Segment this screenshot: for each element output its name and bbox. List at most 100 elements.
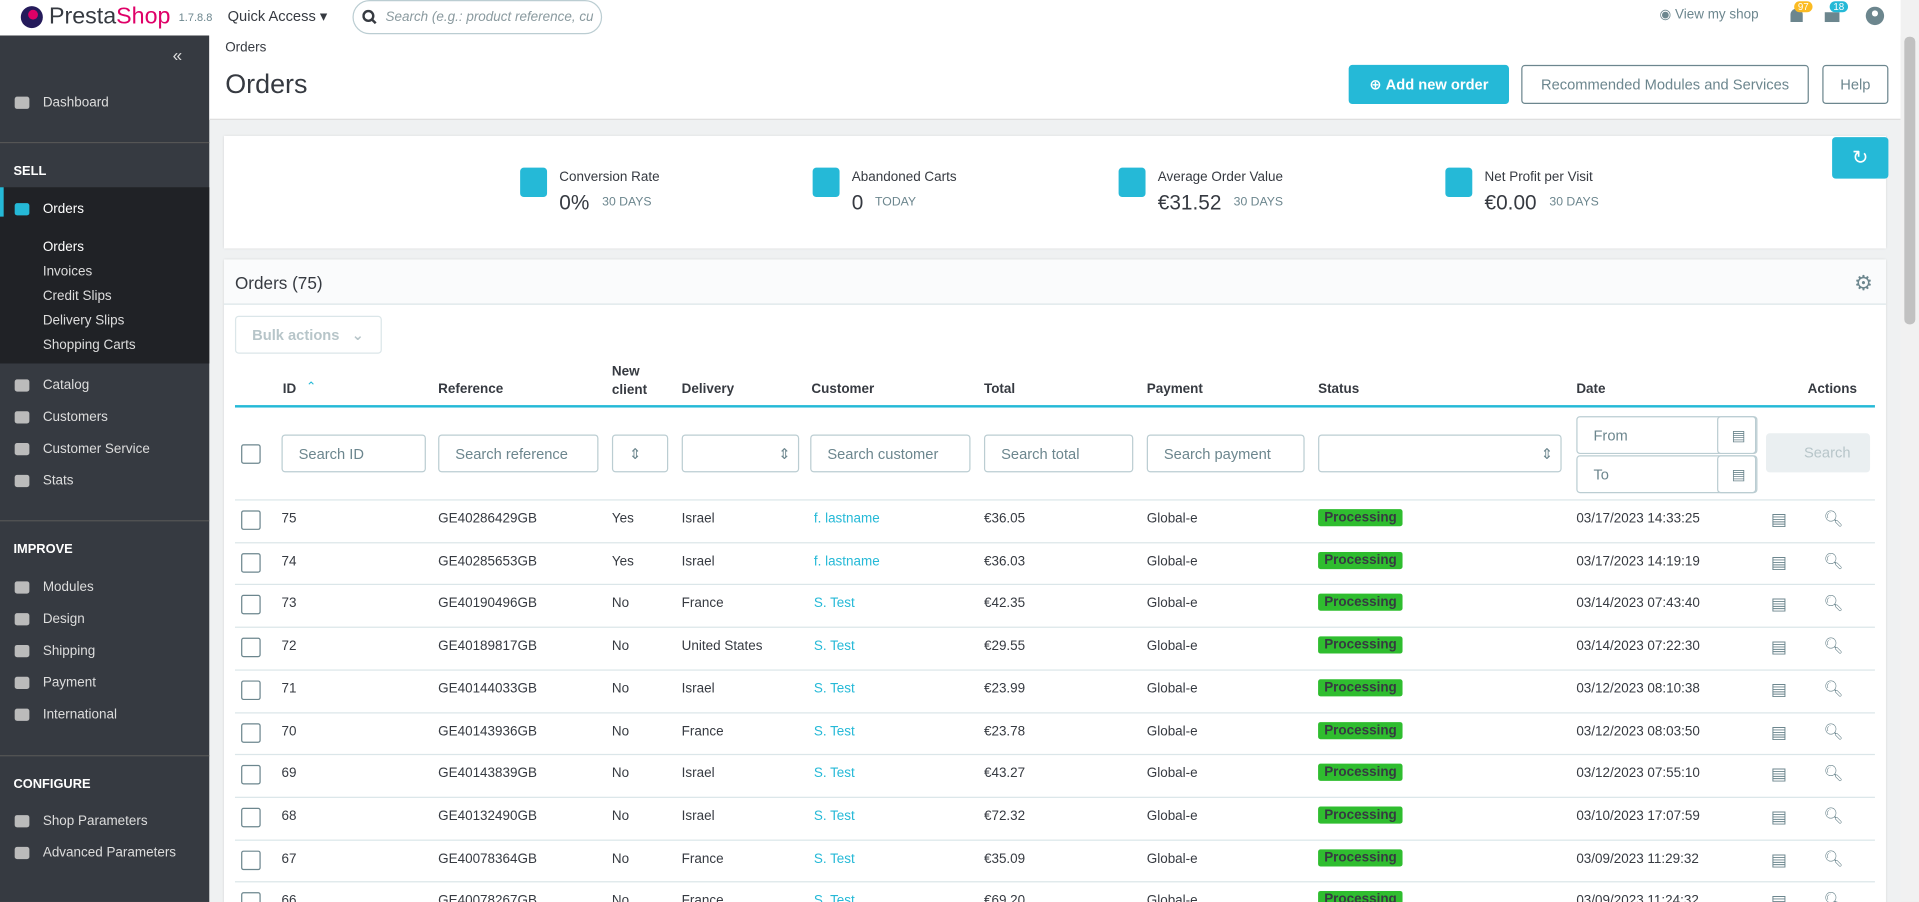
customer-link[interactable]: S. Test (813, 596, 855, 612)
zoom-action[interactable]: 🔍︎ (1823, 636, 1844, 655)
filter-input[interactable]: Search (1766, 433, 1871, 473)
menu-item[interactable]: Modules (42, 580, 94, 595)
zoom-action[interactable]: 🔍︎ (1823, 509, 1844, 528)
customer-link[interactable]: S. Test (813, 893, 855, 902)
customer-link[interactable]: S. Test (813, 638, 855, 654)
user-icon[interactable] (1865, 6, 1885, 26)
select-all[interactable] (241, 444, 261, 464)
header-underline (234, 405, 1875, 408)
menu-item[interactable]: Shipping (42, 643, 96, 659)
filter-select[interactable]: ⇕ (611, 434, 669, 473)
kpi-card: ↻ Conversion Rate 0% Abandoned Carts 0 Avera… (223, 135, 1889, 249)
cell: Israel (681, 808, 715, 824)
menu-item[interactable]: Advanced Parameters (42, 845, 177, 861)
row-checkbox[interactable] (241, 637, 261, 658)
column-header[interactable]: ID (282, 381, 297, 397)
scroll-thumb[interactable] (1904, 36, 1916, 325)
row-checkbox[interactable] (241, 722, 261, 743)
customer-link[interactable]: S. Test (813, 681, 855, 697)
zoom-action[interactable]: 🔍︎ (1823, 721, 1844, 740)
submenu-item[interactable]: Orders (42, 239, 84, 255)
zoom-action[interactable]: 🔍︎ (1823, 891, 1844, 902)
menu-item[interactable]: International (42, 707, 117, 723)
row-checkbox[interactable] (241, 680, 261, 700)
kpi-value: €31.52 (1157, 190, 1222, 215)
view-action[interactable]: ▤ (1770, 806, 1788, 826)
search-box[interactable]: Search (e.g.: product reference, custon (352, 0, 603, 35)
zoom-action[interactable]: 🔍︎ (1823, 848, 1844, 868)
customer-link[interactable]: f. lastname (813, 554, 880, 569)
settings[interactable]: ⚙ (1854, 271, 1873, 295)
filter-input[interactable]: Search customer (810, 434, 971, 473)
bulk-actions[interactable]: Bulk actions ⌄ (234, 315, 382, 354)
submenu-item[interactable]: Invoices (42, 264, 93, 280)
menu-item[interactable]: Dashboard (42, 95, 109, 111)
cell: France (681, 893, 724, 902)
quick-access[interactable]: Quick Access ▾ (227, 7, 328, 25)
view-action[interactable]: ▤ (1770, 636, 1788, 657)
zoom-action[interactable]: 🔍︎ (1823, 551, 1844, 570)
cell: €36.03 (983, 554, 1026, 569)
breadcrumb[interactable]: Orders (225, 40, 267, 56)
submenu-item[interactable]: Shopping Carts (42, 337, 136, 353)
menu-item[interactable]: Orders (42, 201, 84, 217)
view-action[interactable]: ▤ (1770, 509, 1788, 529)
row-checkbox[interactable] (241, 510, 261, 530)
search-placeholder: Search (e.g.: product reference, custon (385, 9, 594, 25)
view-action[interactable]: ▤ (1770, 891, 1788, 902)
page-header: Orders Orders ⊕ Add new order Recommende… (209, 35, 1901, 120)
view-action[interactable]: ▤ (1770, 763, 1788, 784)
submenu-item[interactable]: Credit Slips (42, 288, 112, 304)
zoom-action[interactable]: 🔍︎ (1823, 806, 1844, 825)
menu-item[interactable]: Shop Parameters (42, 813, 148, 829)
row-checkbox[interactable] (241, 765, 261, 785)
row-checkbox[interactable] (241, 552, 261, 573)
cell: €72.32 (983, 808, 1026, 824)
view-action[interactable]: ▤ (1770, 848, 1788, 869)
filter-input[interactable]: Search reference (438, 434, 599, 473)
view-action[interactable]: ▤ (1770, 551, 1788, 572)
menu-item[interactable]: Payment (42, 675, 96, 691)
zoom-action[interactable]: 🔍︎ (1823, 763, 1844, 783)
cell: France (681, 851, 724, 866)
view-action[interactable]: ▤ (1770, 594, 1788, 614)
refresh-button[interactable]: ↻ (1832, 137, 1889, 179)
filter-select[interactable]: ⇕ (1318, 434, 1562, 473)
cell: No (611, 681, 630, 697)
view-action[interactable]: ▤ (1770, 678, 1788, 699)
zoom-action[interactable]: 🔍︎ (1823, 678, 1844, 698)
view-shop[interactable]: ◉ View my shop (1659, 7, 1759, 23)
row-checkbox[interactable] (241, 892, 261, 902)
recommended-button[interactable]: Recommended Modules and Services (1521, 64, 1809, 105)
kpi-icon (520, 167, 548, 198)
menu-item[interactable]: Design (42, 611, 85, 627)
filter-select[interactable]: ⇕ (681, 434, 800, 473)
menu-item[interactable]: Customers (42, 409, 108, 425)
cell: 73 (281, 596, 297, 612)
customer-link[interactable]: S. Test (813, 766, 855, 782)
row-checkbox[interactable] (241, 807, 261, 828)
collapse[interactable]: « (172, 45, 183, 65)
filter-input[interactable]: Search payment (1146, 434, 1305, 473)
cart-icon[interactable] (1822, 5, 1842, 27)
filter-input[interactable]: Search ID (281, 434, 426, 473)
view-action[interactable]: ▤ (1770, 721, 1788, 742)
cell: Yes (611, 511, 634, 527)
submenu-item[interactable]: Delivery Slips (42, 313, 125, 328)
zoom-action[interactable]: 🔍︎ (1823, 594, 1844, 613)
customer-link[interactable]: f. lastname (813, 511, 880, 527)
filter-input[interactable]: Search total (983, 434, 1134, 473)
scrollbar[interactable] (1900, 0, 1919, 902)
add-order-button[interactable]: ⊕ Add new order (1348, 64, 1510, 105)
kpi-period: TODAY (875, 195, 917, 210)
row-checkbox[interactable] (241, 850, 261, 870)
menu-item[interactable]: Customer Service (42, 441, 150, 457)
row-checkbox[interactable] (241, 595, 261, 615)
menu-item[interactable]: Stats (42, 473, 74, 489)
customer-link[interactable]: S. Test (813, 723, 855, 739)
help-button[interactable]: Help (1822, 64, 1889, 105)
row-border (234, 669, 1875, 671)
menu-item[interactable]: Catalog (42, 378, 90, 393)
customer-link[interactable]: S. Test (813, 851, 855, 866)
customer-link[interactable]: S. Test (813, 808, 855, 824)
